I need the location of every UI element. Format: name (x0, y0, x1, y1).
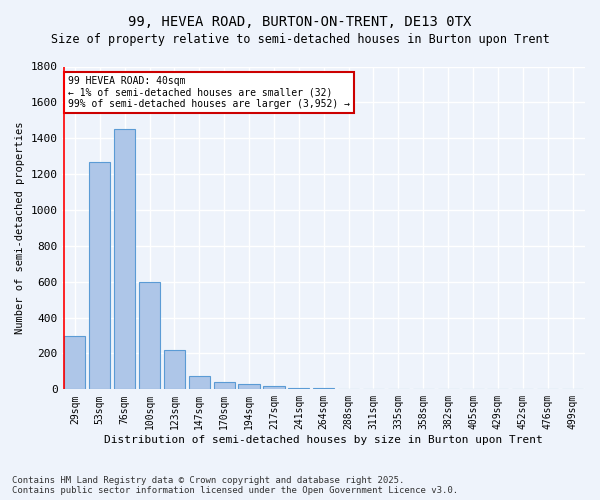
Text: Size of property relative to semi-detached houses in Burton upon Trent: Size of property relative to semi-detach… (50, 32, 550, 46)
Bar (139, 282, 160, 390)
Text: 99, HEVEA ROAD, BURTON-ON-TRENT, DE13 0TX: 99, HEVEA ROAD, BURTON-ON-TRENT, DE13 0T… (128, 15, 472, 29)
Bar (114, 130, 135, 390)
Text: 99 HEVEA ROAD: 40sqm
← 1% of semi-detached houses are smaller (32)
99% of semi-d: 99 HEVEA ROAD: 40sqm ← 1% of semi-detach… (68, 76, 350, 110)
Bar (214, 382, 235, 390)
Bar (89, 162, 110, 390)
X-axis label: Distribution of semi-detached houses by size in Burton upon Trent: Distribution of semi-detached houses by … (104, 435, 543, 445)
Bar (338, 389, 359, 390)
Bar (64, 336, 85, 390)
Bar (263, 386, 284, 390)
Bar (288, 388, 310, 390)
Text: Contains HM Land Registry data © Crown copyright and database right 2025.
Contai: Contains HM Land Registry data © Crown c… (12, 476, 458, 495)
Bar (313, 388, 334, 390)
Bar (164, 350, 185, 390)
Y-axis label: Number of semi-detached properties: Number of semi-detached properties (15, 122, 25, 334)
Bar (189, 376, 210, 390)
Bar (238, 384, 260, 390)
